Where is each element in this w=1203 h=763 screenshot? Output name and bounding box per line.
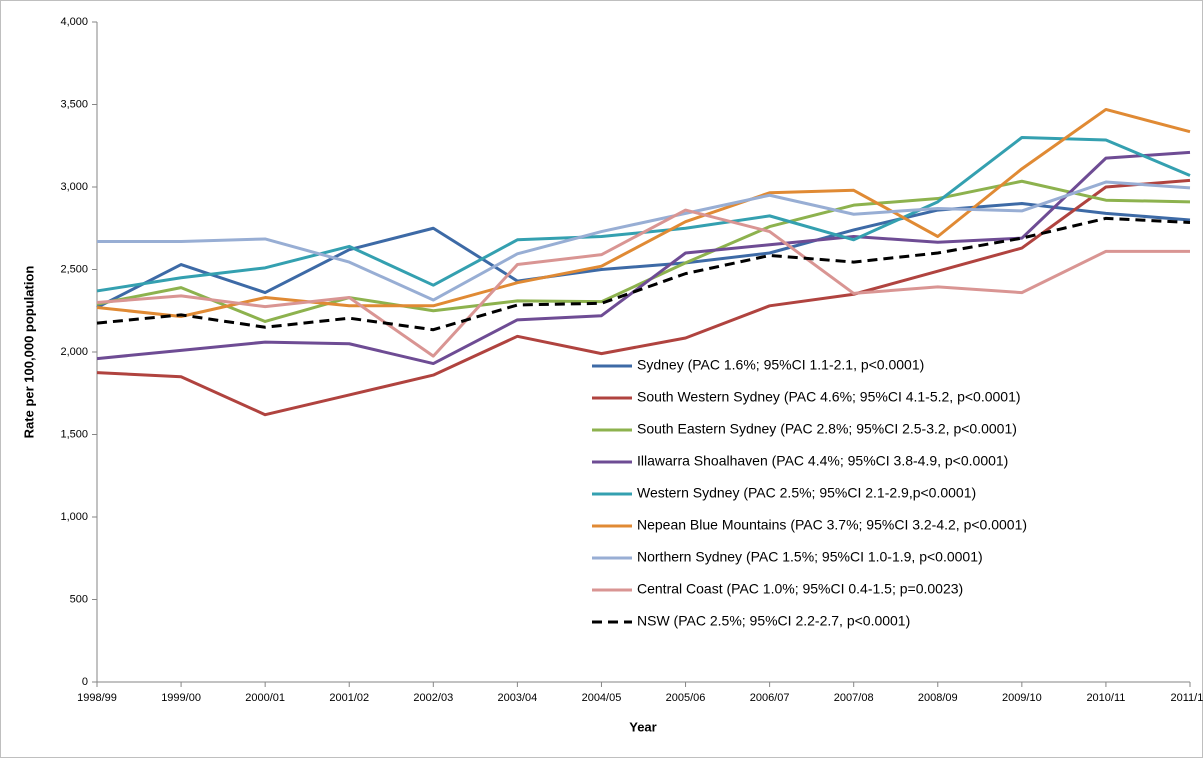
- y-tick-label: 4,000: [60, 16, 88, 28]
- x-tick-label: 1999/00: [161, 692, 201, 704]
- legend-label: Nepean Blue Mountains (PAC 3.7%; 95%CI 3…: [637, 517, 1027, 533]
- series-line: [96, 179, 1191, 323]
- legend-label: Sydney (PAC 1.6%; 95%CI 1.1-2.1, p<0.000…: [637, 357, 924, 373]
- x-tick-label: 2011/12: [1171, 692, 1203, 704]
- x-tick-label: 2010/11: [1086, 692, 1125, 704]
- x-tick-label: 1998/99: [77, 692, 117, 704]
- series-line: [96, 107, 1191, 319]
- legend-label: Illawarra Shoalhaven (PAC 4.4%; 95%CI 3.…: [637, 453, 1008, 469]
- y-tick-label: 1,500: [60, 428, 88, 440]
- series-line: [97, 180, 1191, 302]
- y-axis-title: Rate per 100,000 population: [21, 266, 36, 439]
- x-tick-label: 2004/05: [582, 692, 622, 704]
- x-tick-label: 2009/10: [1002, 692, 1042, 704]
- x-tick-label: 2005/06: [666, 692, 706, 704]
- x-tick-label: 2006/07: [750, 692, 790, 704]
- legend: Sydney (PAC 1.6%; 95%CI 1.1-2.1, p<0.000…: [592, 357, 1027, 629]
- legend-label: South Western Sydney (PAC 4.6%; 95%CI 4.…: [637, 389, 1021, 405]
- x-tick-label: 2003/04: [498, 692, 538, 704]
- series-line: [96, 208, 1190, 358]
- x-tick-label: 2001/02: [329, 692, 369, 704]
- series-line: [96, 178, 1191, 417]
- x-tick-label: 2008/09: [918, 692, 958, 704]
- y-tick-label: 500: [70, 593, 88, 605]
- x-axis-title: Year: [629, 719, 656, 734]
- y-tick-label: 3,500: [60, 98, 88, 110]
- x-tick-label: 2000/01: [245, 692, 285, 704]
- series-line: [96, 150, 1191, 366]
- y-tick-label: 0: [82, 676, 88, 688]
- y-tick-label: 1,000: [60, 511, 88, 523]
- x-tick-label: 2007/08: [834, 692, 874, 704]
- legend-label: Central Coast (PAC 1.0%; 95%CI 0.4-1.5; …: [637, 581, 963, 597]
- y-tick-label: 3,000: [60, 181, 88, 193]
- series-line: [96, 216, 1191, 332]
- legend-label: South Eastern Sydney (PAC 2.8%; 95%CI 2.…: [637, 421, 1017, 437]
- x-tick-label: 2002/03: [413, 692, 453, 704]
- series-line: [96, 202, 1191, 309]
- legend-label: NSW (PAC 2.5%; 95%CI 2.2-2.7, p<0.0001): [637, 613, 910, 629]
- y-tick-label: 2,500: [60, 263, 88, 275]
- legend-label: Northern Sydney (PAC 1.5%; 95%CI 1.0-1.9…: [637, 549, 983, 565]
- y-tick-label: 2,000: [60, 346, 88, 358]
- legend-label: Western Sydney (PAC 2.5%; 95%CI 2.1-2.9,…: [637, 485, 976, 501]
